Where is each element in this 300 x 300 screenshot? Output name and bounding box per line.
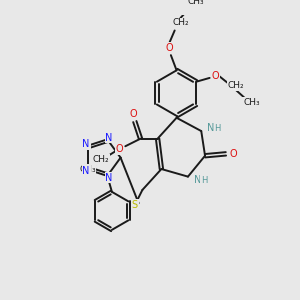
Text: N: N [105, 172, 113, 183]
Text: CH₃: CH₃ [243, 98, 260, 107]
Text: CH₃: CH₃ [187, 0, 204, 7]
Text: O: O [129, 109, 137, 119]
Text: O: O [212, 71, 219, 81]
Text: O: O [165, 43, 173, 52]
Text: CH₂: CH₂ [228, 81, 244, 90]
Text: N: N [82, 139, 90, 149]
Text: N: N [82, 166, 90, 176]
Text: CH₂: CH₂ [92, 155, 109, 164]
Text: H: H [201, 176, 207, 185]
Text: N: N [194, 176, 201, 185]
Text: O: O [116, 144, 123, 154]
Text: S: S [132, 200, 138, 210]
Text: CH₃: CH₃ [79, 164, 96, 173]
Text: N: N [105, 133, 113, 142]
Text: H: H [214, 124, 220, 133]
Text: CH₂: CH₂ [172, 18, 189, 27]
Text: N: N [207, 123, 214, 133]
Text: O: O [230, 149, 237, 159]
